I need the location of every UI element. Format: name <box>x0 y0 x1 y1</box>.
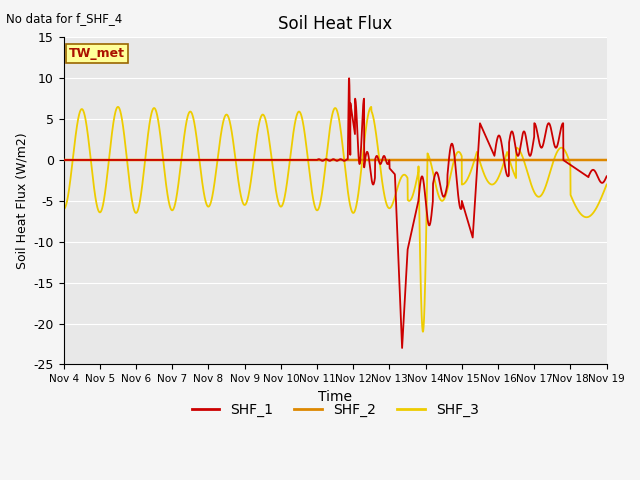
Title: Soil Heat Flux: Soil Heat Flux <box>278 15 392 33</box>
Text: TW_met: TW_met <box>69 47 125 60</box>
Y-axis label: Soil Heat Flux (W/m2): Soil Heat Flux (W/m2) <box>15 132 28 269</box>
Text: No data for f_SHF_4: No data for f_SHF_4 <box>6 12 123 25</box>
Legend: SHF_1, SHF_2, SHF_3: SHF_1, SHF_2, SHF_3 <box>186 397 484 423</box>
X-axis label: Time: Time <box>318 390 352 404</box>
